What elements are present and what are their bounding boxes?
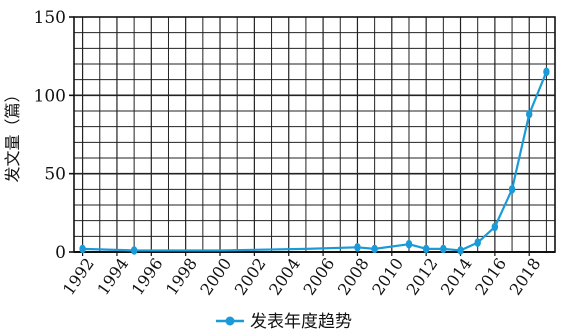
x-tick-label: 1996 (128, 254, 167, 298)
x-tick-label: 2016 (471, 254, 510, 298)
legend-marker (225, 316, 235, 326)
x-tick-label: 1998 (162, 254, 201, 298)
x-tick-label: 2012 (403, 254, 442, 298)
x-tick-label: 2004 (265, 254, 304, 298)
data-point (354, 243, 361, 252)
x-tick-label: 2018 (506, 254, 545, 298)
data-point (79, 244, 86, 254)
grid (74, 17, 555, 252)
data-point (491, 222, 499, 232)
series-group (79, 67, 550, 255)
data-point (405, 239, 413, 249)
x-tick-labels: 1992199419961998200020022004200620082010… (59, 252, 545, 299)
data-point (457, 246, 464, 255)
y-tick-label: 50 (44, 165, 66, 185)
x-tick-label: 2014 (437, 254, 476, 298)
data-point (526, 109, 533, 119)
y-tick-label: 150 (34, 8, 66, 28)
data-point (371, 244, 378, 254)
x-tick-label: 2006 (299, 254, 338, 298)
series-line (82, 71, 548, 252)
x-tick-label: 2008 (334, 254, 373, 298)
data-point (474, 238, 481, 247)
data-point (130, 246, 138, 255)
y-tick-labels: 0 50 100 150 (34, 8, 74, 263)
legend-label: 发表年度趋势 (250, 312, 352, 332)
x-tick-label: 1994 (93, 254, 132, 298)
data-point (543, 67, 550, 77)
x-tick-label: 2002 (231, 254, 270, 298)
x-tick-label: 2000 (196, 254, 235, 298)
data-point (508, 185, 516, 194)
axes (73, 16, 556, 253)
legend[interactable]: 发表年度趋势 (216, 312, 352, 332)
y-tick-label: 100 (34, 86, 66, 106)
plot-frame (73, 16, 556, 253)
y-tick-label: 0 (55, 243, 66, 263)
data-point (440, 244, 447, 254)
y-axis-label: 发文量（篇） (3, 86, 22, 182)
x-tick-label: 2010 (368, 254, 407, 298)
data-point (422, 244, 430, 254)
